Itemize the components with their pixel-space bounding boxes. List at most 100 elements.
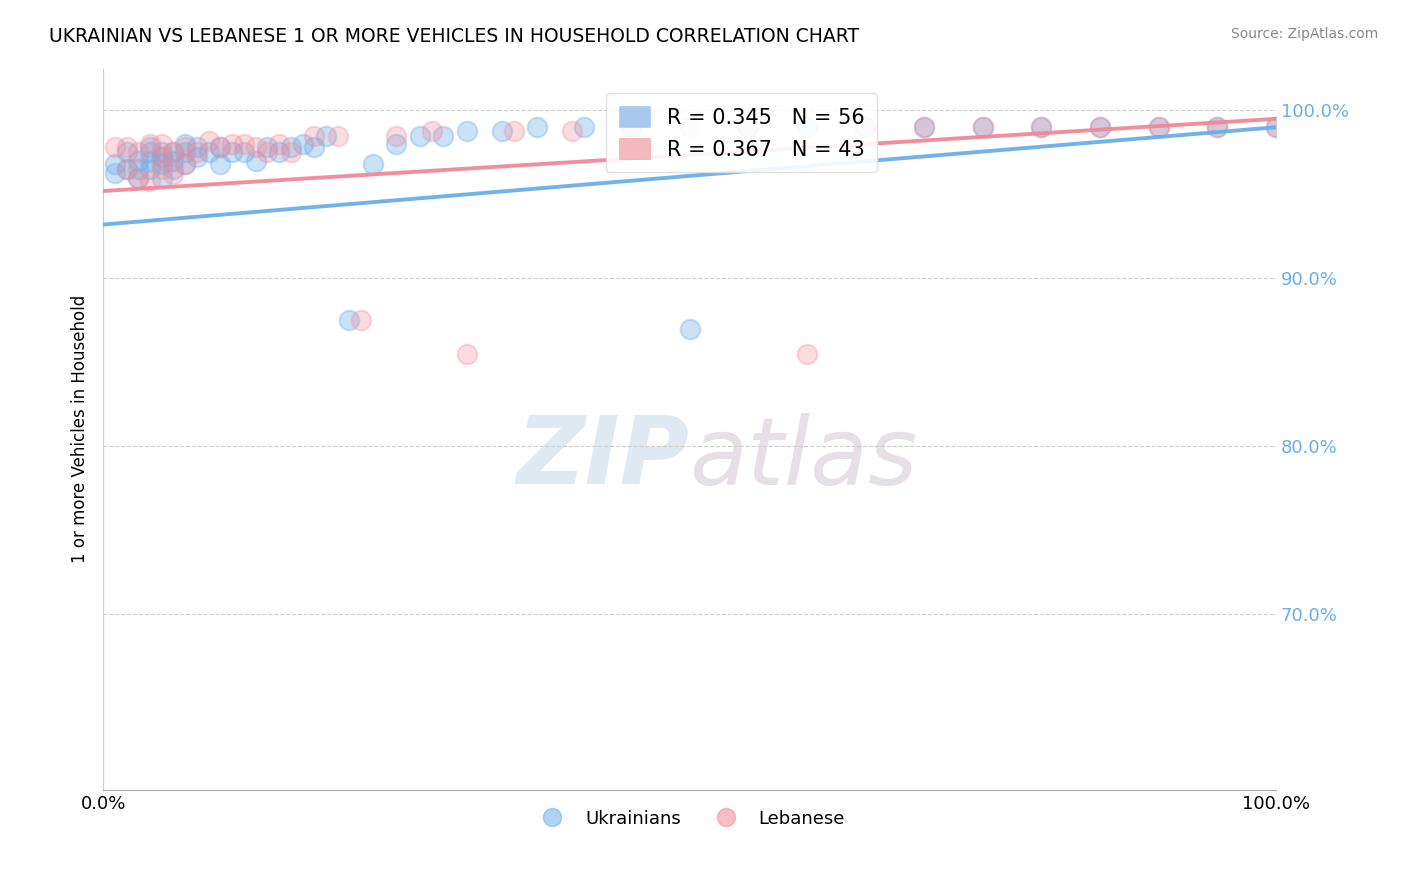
Point — [326, 128, 349, 143]
Point — [162, 145, 184, 160]
Point — [1265, 120, 1288, 135]
Point — [678, 120, 700, 135]
Point — [291, 136, 314, 151]
Point — [174, 157, 197, 171]
Point — [456, 347, 478, 361]
Point — [1265, 120, 1288, 135]
Point — [456, 123, 478, 137]
Point — [150, 145, 173, 160]
Point — [409, 128, 432, 143]
Point — [232, 136, 254, 151]
Text: atlas: atlas — [689, 413, 918, 504]
Y-axis label: 1 or more Vehicles in Household: 1 or more Vehicles in Household — [72, 295, 89, 564]
Point — [115, 140, 138, 154]
Point — [912, 120, 935, 135]
Point — [104, 140, 127, 154]
Point — [1206, 120, 1229, 135]
Point — [150, 150, 173, 164]
Point — [221, 145, 243, 160]
Point — [174, 136, 197, 151]
Point — [127, 145, 149, 160]
Point — [127, 153, 149, 168]
Point — [1088, 120, 1111, 135]
Point — [737, 120, 759, 135]
Point — [150, 136, 173, 151]
Point — [267, 136, 290, 151]
Point — [162, 145, 184, 160]
Point — [280, 145, 302, 160]
Point — [502, 123, 524, 137]
Point — [115, 162, 138, 177]
Point — [302, 128, 325, 143]
Point — [104, 157, 127, 171]
Point — [350, 313, 373, 327]
Point — [1031, 120, 1053, 135]
Point — [150, 157, 173, 171]
Point — [256, 145, 278, 160]
Point — [1031, 120, 1053, 135]
Legend: Ukrainians, Lebanese: Ukrainians, Lebanese — [527, 803, 852, 835]
Point — [162, 167, 184, 181]
Point — [221, 136, 243, 151]
Point — [267, 145, 290, 160]
Point — [561, 123, 583, 137]
Point — [139, 140, 162, 154]
Point — [209, 140, 232, 154]
Point — [1147, 120, 1170, 135]
Point — [620, 120, 643, 135]
Text: Source: ZipAtlas.com: Source: ZipAtlas.com — [1230, 27, 1378, 41]
Point — [162, 153, 184, 168]
Point — [139, 153, 162, 168]
Point — [1147, 120, 1170, 135]
Point — [280, 140, 302, 154]
Point — [186, 140, 208, 154]
Point — [491, 123, 513, 137]
Point — [232, 145, 254, 160]
Point — [115, 145, 138, 160]
Text: ZIP: ZIP — [516, 412, 689, 504]
Point — [127, 170, 149, 185]
Point — [1206, 120, 1229, 135]
Point — [174, 157, 197, 171]
Point — [620, 120, 643, 135]
Point — [912, 120, 935, 135]
Point — [385, 128, 408, 143]
Point — [315, 128, 337, 143]
Point — [796, 347, 818, 361]
Point — [361, 157, 384, 171]
Point — [127, 162, 149, 177]
Point — [972, 120, 994, 135]
Point — [245, 153, 267, 168]
Point — [855, 120, 877, 135]
Point — [174, 145, 197, 160]
Point — [796, 120, 818, 135]
Point — [139, 174, 162, 188]
Point — [104, 165, 127, 179]
Point — [737, 120, 759, 135]
Point — [162, 162, 184, 177]
Point — [115, 162, 138, 177]
Point — [526, 120, 548, 135]
Point — [385, 136, 408, 151]
Point — [855, 120, 877, 135]
Point — [127, 170, 149, 185]
Point — [209, 140, 232, 154]
Point — [972, 120, 994, 135]
Point — [302, 140, 325, 154]
Point — [572, 120, 595, 135]
Point — [174, 140, 197, 154]
Point — [186, 150, 208, 164]
Point — [678, 321, 700, 335]
Point — [432, 128, 454, 143]
Point — [150, 162, 173, 177]
Point — [139, 162, 162, 177]
Point — [209, 157, 232, 171]
Point — [139, 145, 162, 160]
Point — [420, 123, 443, 137]
Point — [197, 145, 219, 160]
Text: UKRAINIAN VS LEBANESE 1 OR MORE VEHICLES IN HOUSEHOLD CORRELATION CHART: UKRAINIAN VS LEBANESE 1 OR MORE VEHICLES… — [49, 27, 859, 45]
Point — [150, 170, 173, 185]
Point — [186, 145, 208, 160]
Point — [256, 140, 278, 154]
Point — [245, 140, 267, 154]
